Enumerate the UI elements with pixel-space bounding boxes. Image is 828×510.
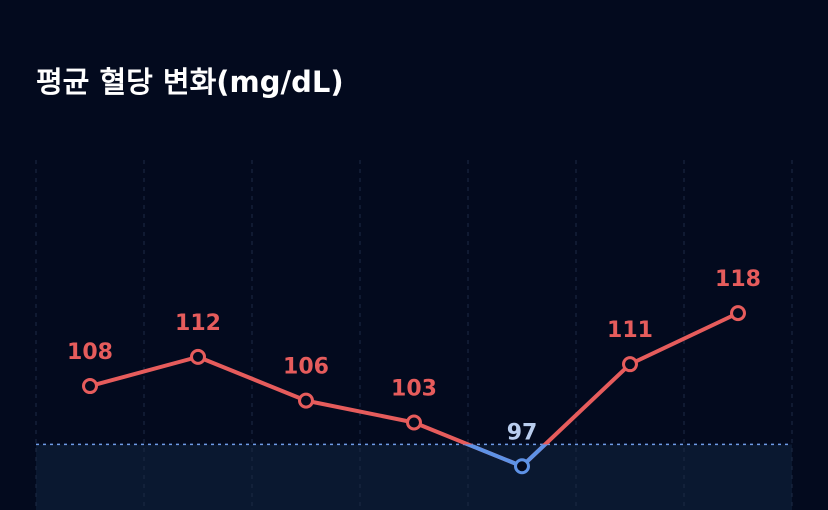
chart-title: 평균 혈당 변화(mg/dL) [36, 65, 344, 99]
point [298, 392, 314, 409]
value-label: 112 [175, 311, 221, 336]
point [406, 414, 422, 431]
point [622, 356, 638, 373]
threshold-band [36, 444, 792, 510]
value-label: 103 [391, 377, 437, 402]
value-label: 118 [715, 267, 761, 292]
value-label: 111 [607, 318, 653, 343]
point [730, 305, 746, 322]
point [82, 378, 98, 395]
point [514, 458, 530, 475]
point [190, 348, 206, 365]
value-label: 106 [283, 355, 329, 380]
value-label: 108 [67, 340, 113, 365]
value-label: 97 [507, 420, 538, 445]
